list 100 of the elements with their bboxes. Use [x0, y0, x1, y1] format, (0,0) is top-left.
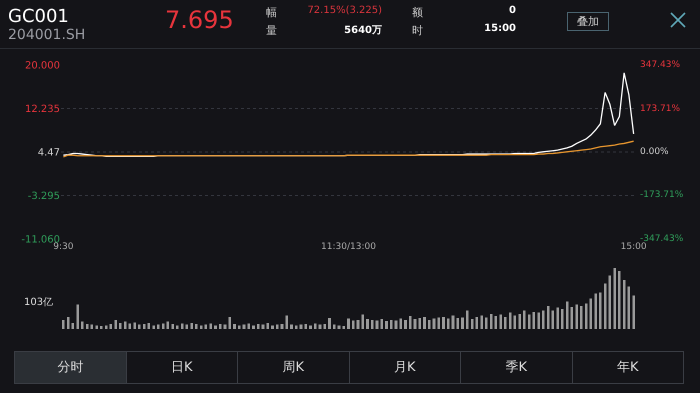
- bar: [138, 324, 141, 329]
- y2-tick-label: -347.43%: [640, 234, 684, 244]
- bar: [294, 325, 298, 329]
- bar: [504, 316, 507, 329]
- bar: [180, 324, 184, 329]
- bar: [157, 324, 160, 329]
- bar: [546, 306, 550, 329]
- y2-tick-label: 347.43%: [640, 60, 680, 70]
- bar: [128, 324, 132, 329]
- bar: [452, 316, 454, 329]
- bar: [152, 325, 155, 329]
- bar: [218, 324, 222, 329]
- y-tick-label: -3.295: [28, 191, 60, 202]
- bar: [280, 324, 284, 329]
- bar: [632, 295, 635, 329]
- bar: [561, 308, 564, 329]
- bar: [499, 314, 502, 329]
- bar: [276, 324, 279, 329]
- bar: [542, 310, 545, 329]
- bar: [490, 314, 492, 329]
- y-tick-label: 20.000: [25, 60, 60, 72]
- bar: [552, 310, 554, 329]
- bar: [418, 318, 422, 329]
- bar: [76, 304, 79, 329]
- bar: [176, 325, 179, 329]
- bar: [238, 325, 241, 329]
- bar: [90, 324, 94, 329]
- bar: [399, 318, 402, 329]
- bar: [142, 324, 146, 329]
- bar: [81, 322, 84, 329]
- bar: [204, 324, 208, 329]
- bar: [390, 320, 393, 329]
- text: 叠加: [567, 12, 609, 31]
- x-tick-label: 9:30: [53, 242, 74, 252]
- text: 季K: [460, 352, 572, 383]
- bar: [508, 312, 512, 329]
- bar: [566, 302, 568, 329]
- bar: [318, 324, 322, 329]
- bar: [380, 319, 384, 329]
- bar: [247, 324, 250, 329]
- bar: [124, 322, 126, 329]
- bar: [556, 308, 559, 329]
- bar: [114, 320, 117, 329]
- bar: [428, 320, 431, 329]
- bar: [537, 312, 540, 329]
- bar: [385, 321, 388, 329]
- bar: [613, 268, 616, 329]
- bar: [133, 322, 136, 329]
- bar: [532, 312, 536, 329]
- y2-tick-label: -173.71%: [640, 190, 684, 200]
- bar: [394, 320, 398, 329]
- text: 7.695: [165, 6, 234, 34]
- bar: [590, 298, 592, 329]
- bar: [570, 307, 574, 329]
- bar: [171, 324, 174, 329]
- bar: [414, 319, 416, 329]
- bar: [356, 320, 360, 329]
- bar: [442, 316, 445, 329]
- bar: [456, 318, 460, 329]
- bar: [256, 324, 260, 329]
- text: 周K: [237, 352, 348, 383]
- y-tick-label: 4.47: [38, 148, 60, 158]
- bar: [104, 325, 108, 329]
- text: 分时: [15, 352, 126, 383]
- bar: [446, 318, 450, 329]
- bar: [599, 292, 602, 329]
- bar: [361, 314, 364, 329]
- text: 月K: [348, 352, 460, 383]
- text: 103亿: [24, 297, 54, 308]
- bar: [622, 280, 626, 329]
- text: 72.15%(3.225): [307, 5, 382, 16]
- bar: [209, 324, 212, 329]
- bar: [271, 325, 274, 329]
- bar: [266, 322, 270, 329]
- y2-tick-label: 173.71%: [640, 104, 680, 114]
- bar: [314, 324, 317, 329]
- bar: [404, 320, 407, 329]
- bar: [480, 316, 483, 329]
- bar: [618, 271, 621, 329]
- bar: [518, 314, 521, 329]
- line-series: [62, 140, 634, 158]
- bar: [423, 316, 426, 329]
- bar: [523, 310, 526, 329]
- bar: [285, 316, 288, 329]
- bar: [186, 324, 188, 329]
- bar: [100, 326, 103, 329]
- bar: [366, 319, 369, 329]
- y2-tick-label: 0.00%: [640, 147, 670, 157]
- bar: [290, 324, 293, 329]
- bar: [352, 320, 355, 329]
- bar: [461, 317, 464, 329]
- bar: [62, 320, 65, 329]
- bar: [432, 318, 436, 329]
- bar: [332, 324, 336, 329]
- bar: [437, 317, 440, 329]
- text: 幅: [266, 5, 277, 20]
- bar: [252, 325, 255, 329]
- bar: [408, 316, 412, 329]
- bar: [195, 324, 198, 329]
- bar: [338, 325, 340, 329]
